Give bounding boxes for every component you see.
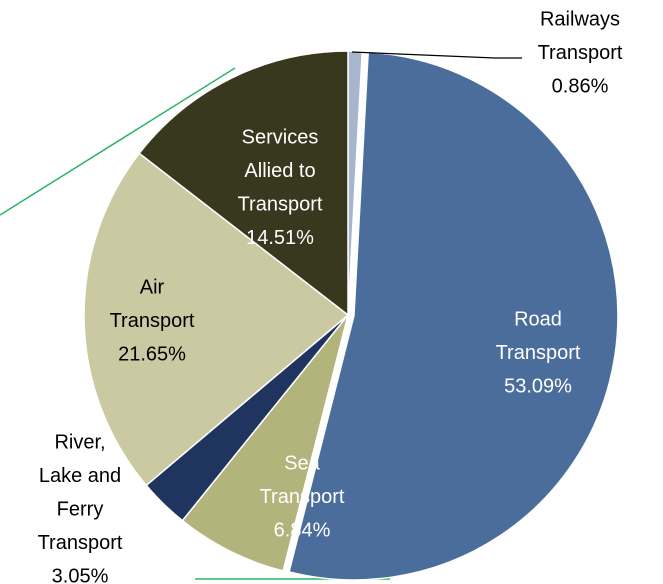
label-line: Lake and — [39, 465, 121, 487]
label-line: Transport — [260, 486, 345, 508]
label-line: Transport — [110, 310, 195, 332]
category-label: Services Allied to Transport — [238, 126, 323, 215]
slice-label: Road Transport 53.09% — [496, 308, 581, 397]
slice-label: Air Transport 21.65% — [110, 276, 195, 365]
label-line: Transport — [238, 193, 323, 215]
label-line: Railways — [540, 8, 620, 30]
pie-slice — [83, 152, 350, 487]
leader-line — [351, 51, 522, 59]
value-label: 14.51% — [246, 227, 314, 249]
value-label: 53.09% — [504, 375, 572, 397]
slice-label: Railways Transport 0.86% — [538, 8, 623, 97]
slice-label: Sea Transport 6.84% — [260, 452, 345, 541]
pie-slice — [288, 51, 619, 581]
value-label: 6.84% — [274, 519, 331, 541]
label-line: Road — [514, 308, 562, 330]
value-label: 3.05% — [52, 565, 109, 584]
label-line: Allied to — [244, 160, 315, 182]
pie-slice — [181, 314, 349, 572]
slice-label: Services Allied to Transport 14.51% — [238, 126, 323, 249]
decor-line — [0, 67, 236, 216]
label-line: Transport — [538, 42, 623, 64]
category-label: Air Transport — [110, 276, 195, 332]
pie-slice — [138, 50, 349, 317]
label-line: Transport — [38, 532, 123, 554]
value-label: 0.86% — [552, 75, 609, 97]
label-line: River, — [54, 431, 105, 453]
value-label: 21.65% — [118, 343, 186, 365]
category-label: Road Transport — [496, 308, 581, 364]
label-line: Services — [242, 126, 319, 148]
category-label: River, Lake and Ferry Transport — [38, 431, 123, 554]
label-line: Air — [140, 276, 165, 298]
slice-label: River, Lake and Ferry Transport 3.05% — [38, 431, 123, 584]
category-label: Sea Transport — [260, 452, 345, 508]
label-line: Ferry — [57, 498, 104, 520]
label-line: Sea — [284, 452, 320, 474]
category-label: Railways Transport — [538, 8, 623, 64]
label-line: Transport — [496, 342, 581, 364]
